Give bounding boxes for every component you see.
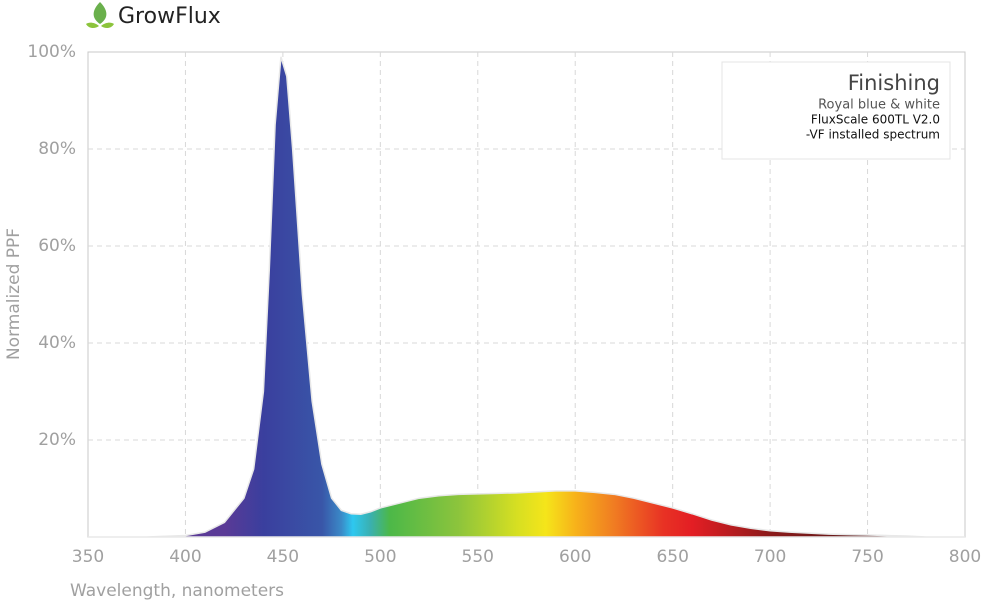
logo-leaf [86, 22, 99, 29]
x-tick-label: 500 [364, 547, 396, 567]
plot [88, 56, 965, 538]
y-tick-label: 60% [38, 236, 76, 256]
x-axis-label: Wavelength, nanometers [70, 581, 284, 601]
spectrum-area [88, 56, 965, 538]
annotation-line: -VF installed spectrum [806, 128, 940, 142]
x-tick-label: 350 [72, 547, 104, 567]
y-tick-label: 40% [38, 333, 76, 353]
x-tick-label: 600 [559, 547, 591, 567]
logo: GrowFlux [86, 2, 221, 29]
y-tick-label: 100% [27, 42, 76, 62]
x-tick-label: 550 [462, 547, 494, 567]
annotation-title: Finishing [848, 71, 940, 95]
x-tick-label: 750 [851, 547, 883, 567]
brand: GrowFlux [118, 4, 221, 29]
annotation-box: Finishing Royal blue & white FluxScale 6… [721, 61, 951, 160]
x-tick-label: 800 [949, 547, 981, 567]
y-tick-label: 80% [38, 139, 76, 159]
x-tick-label: 650 [656, 547, 688, 567]
y-axis-label: Normalized PPF [4, 228, 24, 360]
annotation-line: FluxScale 600TL V2.0 [811, 113, 940, 127]
x-tick-label: 450 [267, 547, 299, 567]
annotation-line: Royal blue & white [818, 98, 940, 113]
y-tick-label: 20% [38, 430, 76, 450]
annotation-frame [721, 61, 951, 160]
logo-leaf [93, 2, 107, 24]
logo-leaf [101, 22, 114, 29]
x-tick-label: 700 [754, 547, 786, 567]
x-tick-label: 400 [169, 547, 201, 567]
